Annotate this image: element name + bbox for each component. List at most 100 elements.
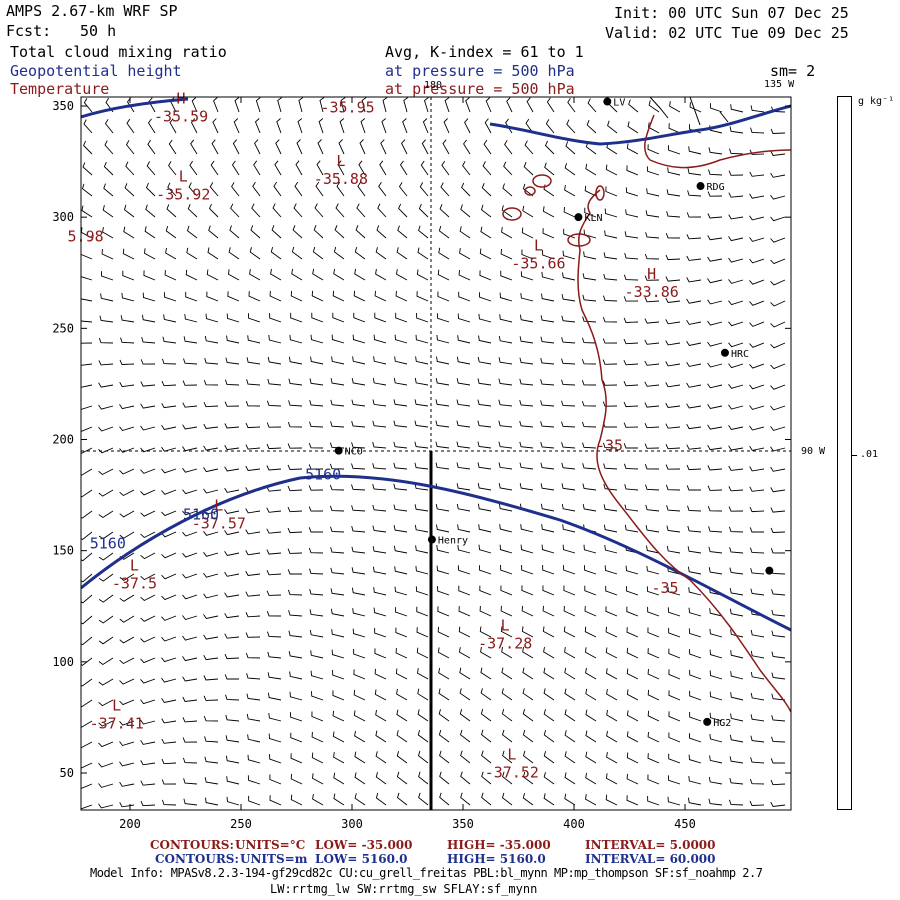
wind-barb <box>707 505 723 512</box>
wind-barb <box>436 565 450 575</box>
avg-k-index: Avg, K-index = 61 to 1 <box>385 43 584 61</box>
wind-barb <box>707 191 723 197</box>
wind-barb <box>624 484 639 491</box>
wind-barb <box>161 677 177 683</box>
wind-barb <box>728 486 744 492</box>
wind-barb <box>351 399 366 407</box>
wind-barb <box>119 761 135 767</box>
wind-barb <box>504 140 513 155</box>
wind-barb <box>585 751 597 764</box>
wind-barb <box>567 97 576 113</box>
wind-barb <box>668 123 681 134</box>
wind-barb <box>749 258 765 264</box>
wind-barb <box>581 358 597 365</box>
wind-barb <box>182 510 198 516</box>
wind-barb <box>687 546 702 554</box>
wind-barb <box>276 118 282 134</box>
wind-barb <box>398 203 408 218</box>
wind-barb <box>224 466 240 472</box>
wind-barb <box>375 709 387 722</box>
wind-barb <box>707 320 723 326</box>
wind-barb <box>481 771 492 785</box>
wind-barb <box>561 379 576 386</box>
wind-barb <box>770 466 786 472</box>
wind-barb <box>707 485 723 491</box>
wind-barb <box>288 378 303 386</box>
wind-barb <box>602 422 617 428</box>
wind-barb <box>204 777 219 785</box>
wind-barb <box>414 420 429 428</box>
wind-barb <box>462 161 471 176</box>
wind-barb <box>540 315 555 323</box>
wind-barb <box>770 384 786 390</box>
wind-barb <box>374 689 387 701</box>
wind-barb <box>140 552 156 560</box>
wind-barb <box>372 546 387 554</box>
wind-barb <box>203 593 219 599</box>
wind-barb <box>81 489 93 498</box>
wind-barb <box>230 203 240 218</box>
wind-barb <box>770 128 786 134</box>
wind-barb <box>605 626 618 638</box>
temperature-value-label: -37.57 <box>192 514 246 532</box>
pressure-level-height: at pressure = 500 hPa <box>385 62 575 80</box>
temperature-value-label: -35.92 <box>156 185 210 203</box>
wind-barb <box>749 425 765 431</box>
wind-barb <box>119 699 135 706</box>
longitude-90w-label: 90 W <box>801 446 826 457</box>
wind-barb <box>396 730 408 743</box>
wind-barb <box>245 632 261 638</box>
wind-barb <box>203 488 219 494</box>
wind-barb <box>750 568 765 575</box>
wind-barb <box>561 337 576 344</box>
wind-barb <box>395 312 408 323</box>
wind-barb <box>749 279 765 285</box>
wind-barb <box>645 504 660 512</box>
wind-barb <box>266 443 282 450</box>
wind-barb <box>143 270 156 281</box>
wind-barb <box>101 271 114 281</box>
wind-barb <box>542 585 555 596</box>
wind-barb <box>750 629 765 638</box>
wind-barb <box>563 585 576 596</box>
wind-barb <box>687 797 702 806</box>
wind-barb <box>102 227 114 239</box>
wind-barb <box>771 630 786 638</box>
wind-barb <box>393 483 408 491</box>
wind-barb <box>418 792 429 806</box>
wind-barb <box>164 270 177 281</box>
wind-barb <box>465 97 471 113</box>
wind-barb <box>728 192 744 198</box>
wind-barb <box>544 162 555 176</box>
wind-barb <box>581 400 597 407</box>
wind-barb <box>267 631 282 638</box>
wind-barb <box>83 119 93 134</box>
wind-barb <box>456 399 471 407</box>
wind-barb <box>623 274 639 281</box>
wind-barb <box>208 203 219 218</box>
wind-barb <box>770 758 785 764</box>
wind-barb <box>585 709 597 722</box>
wind-barb <box>688 754 702 764</box>
wind-barb <box>246 713 261 722</box>
wind-barb <box>436 356 450 365</box>
wind-barb <box>209 182 219 197</box>
wind-barb <box>563 228 576 239</box>
wind-barb <box>709 628 723 638</box>
wind-barb <box>750 692 765 701</box>
wind-barb <box>81 342 93 344</box>
wind-barb <box>646 188 660 197</box>
wind-barb <box>483 139 492 155</box>
wind-barb <box>331 649 345 659</box>
wind-barb <box>394 334 408 344</box>
wind-barb <box>689 102 702 113</box>
wind-barb <box>396 750 408 764</box>
wind-barb <box>414 462 429 470</box>
wind-barb <box>606 730 618 743</box>
wind-barb <box>354 772 366 785</box>
wind-barb <box>708 169 723 176</box>
wind-barb <box>373 607 387 617</box>
wind-barb <box>749 506 765 513</box>
wind-barb <box>585 730 597 743</box>
wind-barb <box>289 334 303 344</box>
